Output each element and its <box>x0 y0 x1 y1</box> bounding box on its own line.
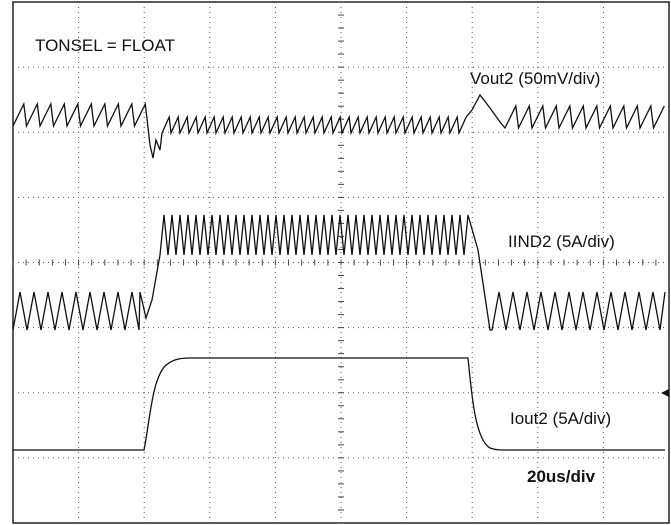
trace-label: Vout2 (50mV/div) <box>470 69 600 88</box>
timebase-label: 20us/div <box>527 467 596 486</box>
vout-trace <box>12 93 665 159</box>
iind-trace <box>12 214 666 331</box>
waveforms <box>12 93 666 451</box>
setting-label: TONSEL = FLOAT <box>35 36 175 55</box>
iout-trace <box>13 357 665 451</box>
graticule <box>12 1 669 524</box>
trace-label: IIND2 (5A/div) <box>508 232 615 251</box>
trigger-marker <box>661 389 669 397</box>
trace-label: Iout2 (5A/div) <box>510 409 611 428</box>
